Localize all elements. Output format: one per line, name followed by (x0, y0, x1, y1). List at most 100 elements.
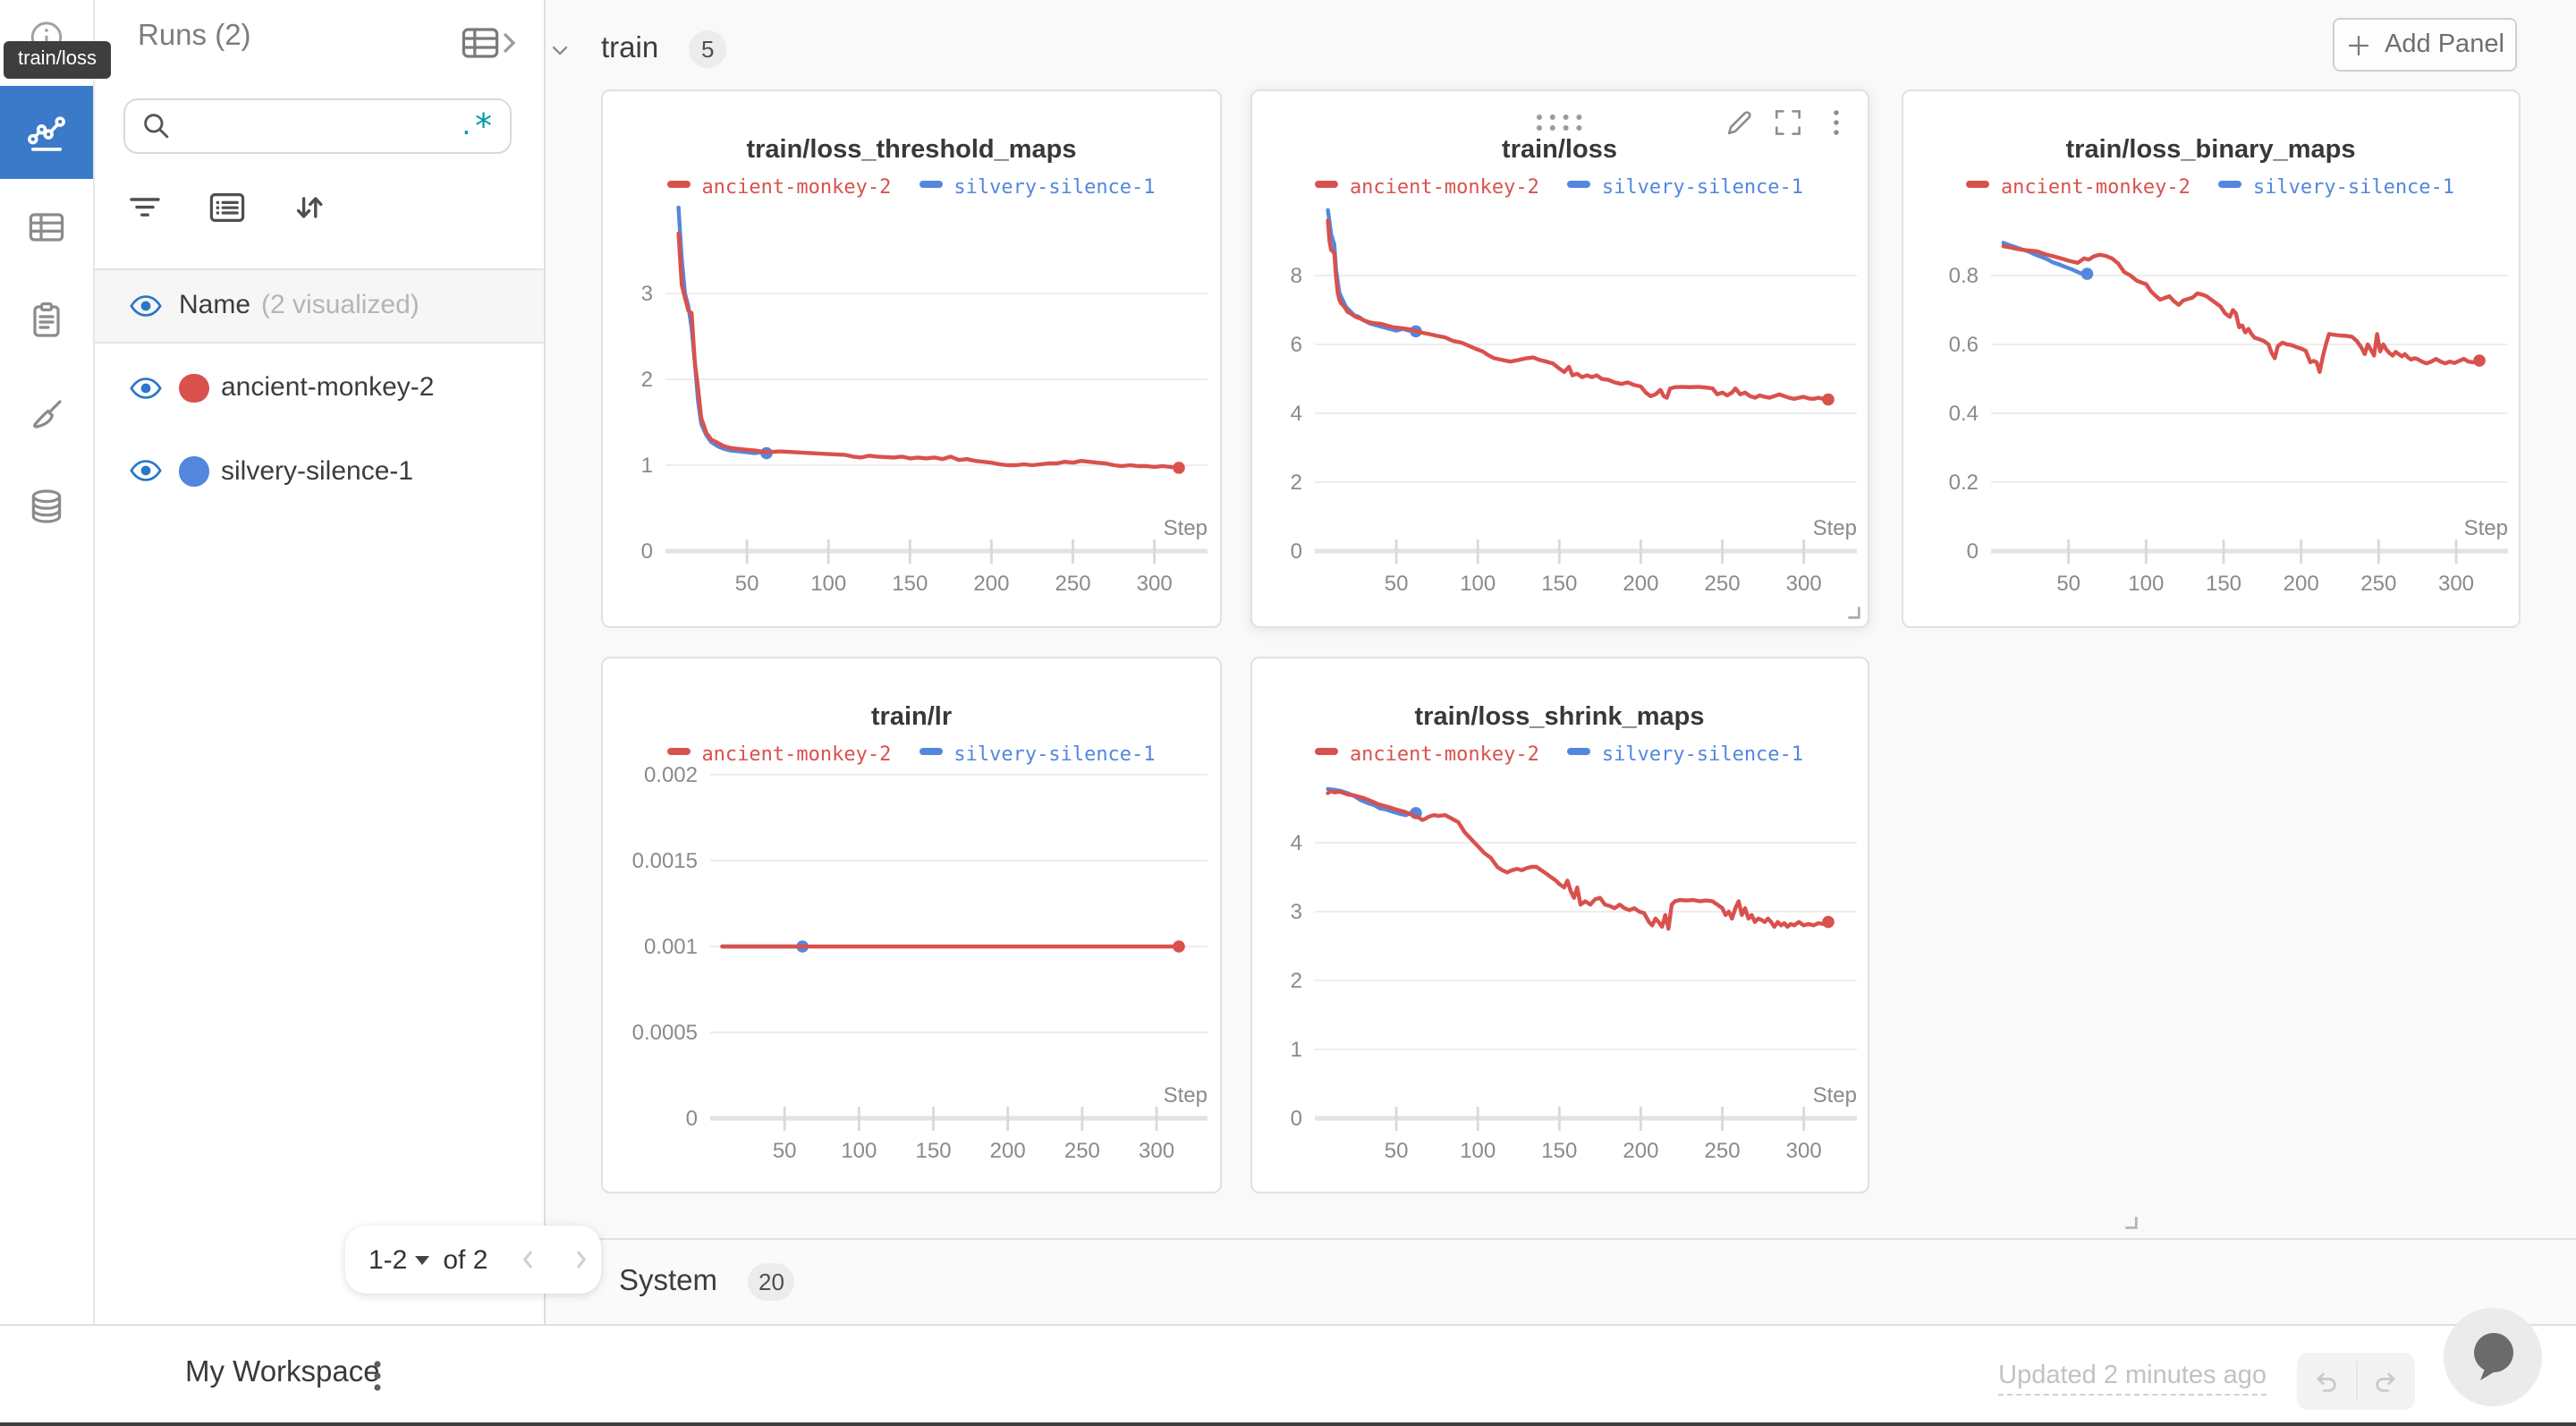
chart-plot[interactable]: 0 2 4 6 8 50 100 150 200 250 300 Step (1251, 90, 1868, 625)
chart-panel[interactable]: train/loss_binary_maps ancient-monkey-2 si… (1901, 89, 2521, 627)
chart-panel[interactable]: train/loss_shrink_maps ancient-monkey-2 si… (1250, 657, 1869, 1193)
svg-text:250: 250 (1704, 571, 1740, 595)
svg-text:Step: Step (1164, 1083, 1208, 1108)
sidebar-item-workspace-charts[interactable] (0, 86, 93, 179)
panel-menu-kebab-icon[interactable] (1819, 105, 1853, 139)
chart-title: train/loss_shrink_maps (1414, 703, 1705, 732)
svg-text:200: 200 (973, 571, 1009, 595)
left-nav-rail (0, 0, 95, 1323)
section-panel-count-badge: 20 (748, 1262, 795, 1300)
svg-text:150: 150 (916, 1139, 952, 1163)
run-row[interactable]: ancient-monkey-2 (95, 346, 543, 429)
undo-icon (2316, 1371, 2336, 1391)
panel-action-icons (1723, 105, 1853, 139)
chart-legend: ancient-monkey-2 silvery-silence-1 (1251, 743, 1868, 766)
edit-panel-pencil-icon[interactable] (1723, 105, 1757, 139)
svg-text:0: 0 (641, 539, 653, 563)
legend-item: silvery-silence-1 (2218, 174, 2454, 198)
chart-panel[interactable]: train/loss_threshold_maps ancient-monkey-… (601, 89, 1222, 627)
section-header-train[interactable]: train 5 (547, 30, 727, 68)
chart-plot[interactable]: 0 0.0005 0.001 0.0015 0.002 50 100 150 200 250 300… (603, 658, 1220, 1192)
panel-drag-handle-icon[interactable] (1536, 112, 1584, 132)
chart-title: train/loss (1502, 135, 1617, 164)
chart-plot[interactable]: 0 1 2 3 50 100 150 200 250 300 Step (603, 90, 1220, 625)
page-range-dropdown[interactable]: 1-2 (369, 1244, 429, 1275)
svg-text:0.6: 0.6 (1948, 332, 1978, 356)
svg-text:1: 1 (1290, 1038, 1301, 1062)
sidebar-item-runs-table[interactable] (0, 181, 93, 274)
section-title: System (619, 1264, 718, 1296)
chart-panel[interactable]: train/lr ancient-monkey-2 silvery-silence-… (601, 657, 1222, 1193)
visibility-all-eye-icon[interactable] (129, 289, 163, 321)
svg-text:3: 3 (641, 281, 653, 305)
svg-text:150: 150 (1540, 571, 1576, 595)
sidebar-item-sweeps[interactable] (0, 369, 93, 462)
workspace-title[interactable]: My Workspace (185, 1356, 380, 1388)
workspace-menu-kebab-icon[interactable] (365, 1358, 390, 1394)
run-visibility-eye-icon[interactable] (129, 455, 163, 488)
svg-text:0: 0 (1966, 539, 1978, 563)
chevron-right-icon (576, 1251, 586, 1269)
run-search-box: .* (123, 98, 512, 154)
svg-text:1: 1 (641, 453, 653, 477)
svg-text:Step: Step (1812, 515, 1856, 539)
svg-text:200: 200 (1622, 571, 1657, 595)
last-updated-label: Updated 2 minutes ago (1998, 1362, 2267, 1396)
chart-plot[interactable]: 0 0.2 0.4 0.6 0.8 50 100 150 200 250 300 Step (1902, 90, 2519, 625)
svg-text:0: 0 (1290, 539, 1301, 563)
help-chat-button[interactable] (2444, 1307, 2542, 1405)
tooltip: train/loss (4, 41, 112, 79)
display-settings-icon[interactable] (206, 186, 249, 229)
add-panel-button[interactable]: Add Panel (2333, 18, 2517, 72)
run-visibility-eye-icon[interactable] (129, 372, 163, 404)
sidebar-item-logs[interactable] (0, 274, 93, 367)
section-title: train (601, 32, 659, 64)
svg-text:0.8: 0.8 (1948, 263, 1978, 287)
svg-text:200: 200 (990, 1139, 1026, 1163)
svg-text:200: 200 (1622, 1139, 1657, 1163)
section-header-system[interactable]: System 20 (544, 1237, 2576, 1323)
sidebar-item-artifacts[interactable] (0, 460, 93, 553)
svg-text:300: 300 (1137, 571, 1173, 595)
table-icon (29, 213, 64, 242)
window-bottom-edge (0, 1422, 2576, 1426)
svg-text:8: 8 (1290, 263, 1301, 287)
runs-panel-title: Runs (2) (138, 20, 251, 52)
run-name[interactable]: silvery-silence-1 (221, 455, 414, 487)
svg-text:2: 2 (641, 367, 653, 391)
clipboard-icon (33, 301, 60, 337)
next-page-button[interactable] (566, 1245, 595, 1274)
plus-icon (2348, 34, 2369, 55)
section-resize-handle-icon[interactable] (2120, 1211, 2140, 1231)
run-row[interactable]: silvery-silence-1 (95, 429, 543, 513)
svg-text:50: 50 (1384, 571, 1408, 595)
svg-text:150: 150 (1540, 1139, 1576, 1163)
svg-text:Step: Step (1812, 1083, 1856, 1108)
chart-panel[interactable]: train/loss ancient-monkey-2 silvery-silenc… (1250, 89, 1869, 627)
svg-text:2: 2 (1290, 969, 1301, 993)
add-panel-label: Add Panel (2385, 30, 2504, 59)
undo-button[interactable] (2297, 1362, 2355, 1401)
sort-icon[interactable] (288, 186, 331, 229)
legend-item: silvery-silence-1 (1567, 174, 1803, 198)
regex-toggle-icon[interactable]: .* (459, 106, 494, 146)
run-name[interactable]: ancient-monkey-2 (221, 372, 435, 403)
runs-sidebar-panel: Runs (2) .* (95, 0, 601, 1323)
panel-resize-handle-icon[interactable] (1843, 600, 1862, 620)
brush-icon (33, 400, 62, 429)
table-expand-icon (462, 28, 516, 58)
fullscreen-icon[interactable] (1771, 105, 1805, 139)
svg-text:6: 6 (1290, 332, 1301, 356)
svg-text:100: 100 (841, 1139, 877, 1163)
chat-bubble-icon (2473, 1333, 2512, 1380)
filter-icon[interactable] (123, 186, 166, 229)
search-input[interactable] (174, 111, 460, 141)
svg-text:4: 4 (1290, 401, 1301, 425)
svg-text:0.2: 0.2 (1948, 470, 1978, 494)
prev-page-button[interactable] (513, 1245, 541, 1274)
svg-text:Step: Step (2463, 515, 2507, 539)
svg-text:250: 250 (1704, 1139, 1740, 1163)
redo-button[interactable] (2355, 1362, 2415, 1401)
chart-plot[interactable]: 0 1 2 3 4 50 100 150 200 250 300 Step (1251, 658, 1868, 1192)
expand-runs-table-button[interactable] (458, 21, 526, 64)
